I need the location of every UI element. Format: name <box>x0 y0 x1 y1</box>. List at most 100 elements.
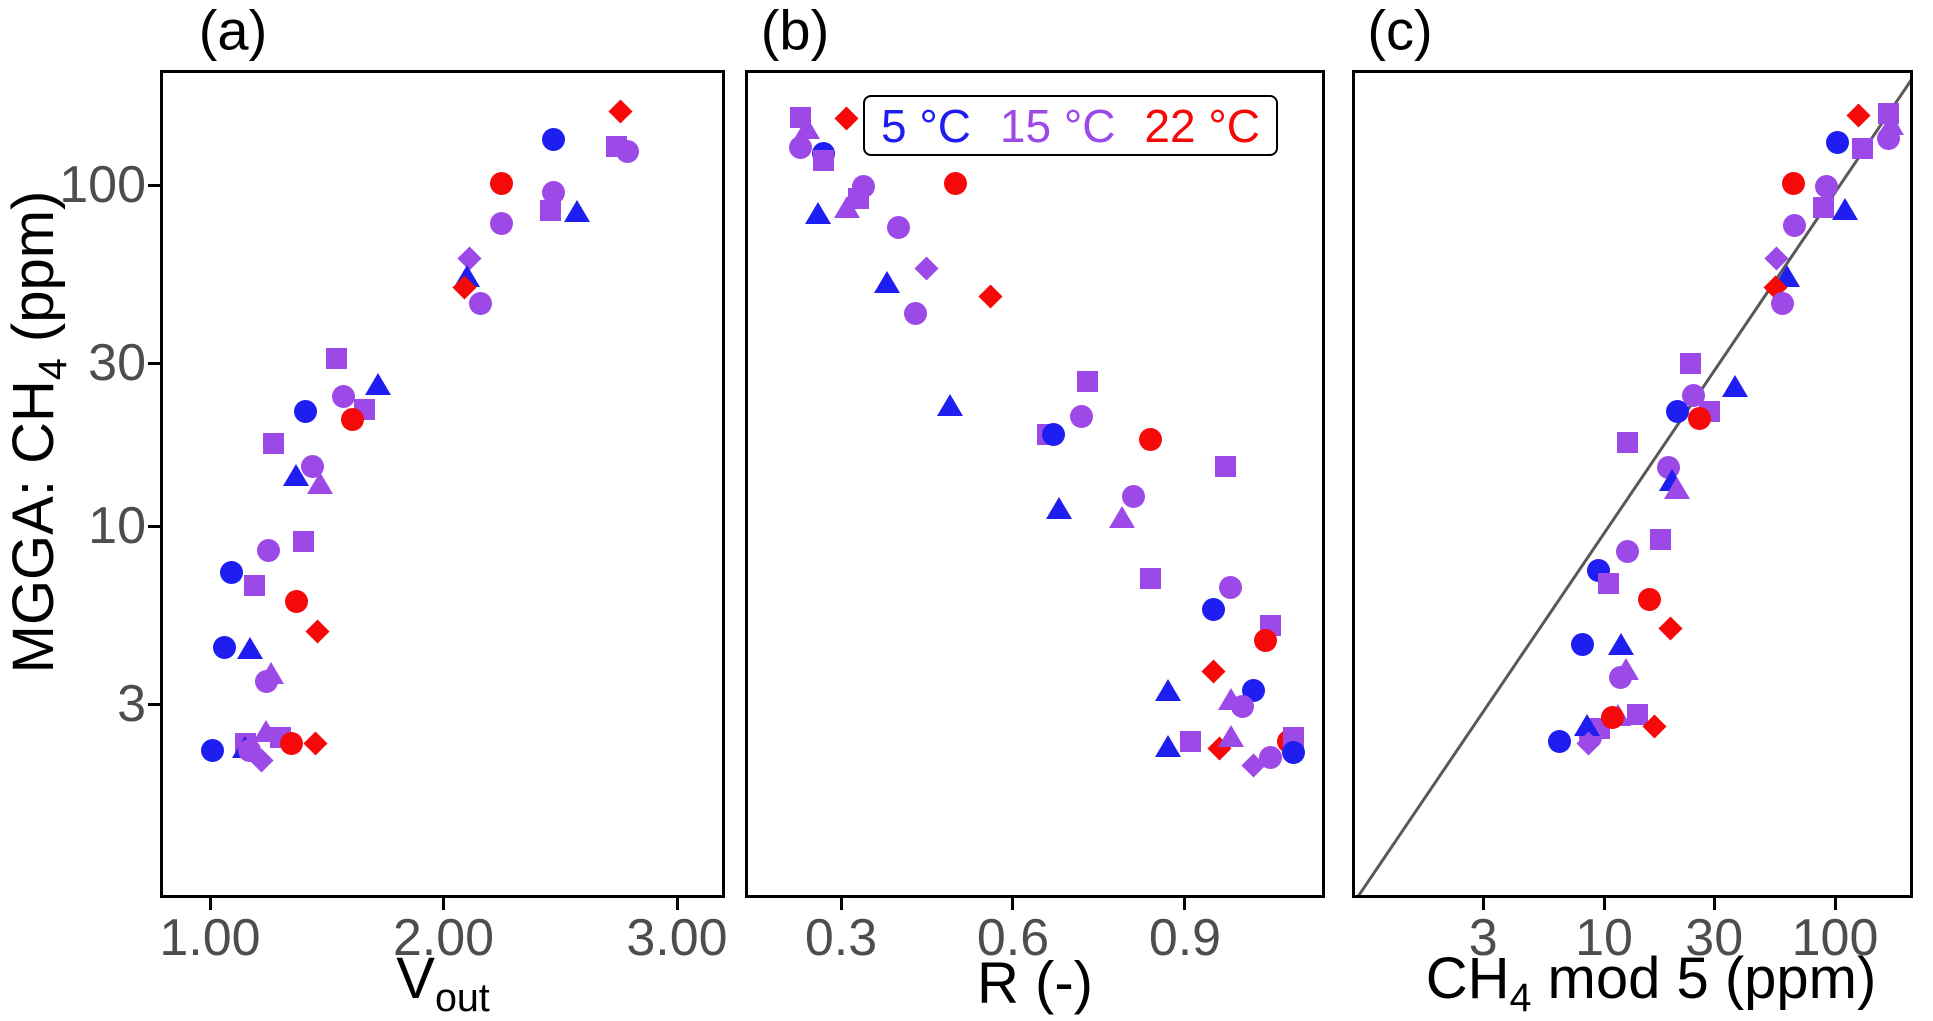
tick-mark <box>1833 898 1837 910</box>
data-point-marker <box>1650 529 1672 551</box>
legend-item-15c: 15 °C <box>999 99 1116 152</box>
y-tick-label: 3 <box>117 675 146 734</box>
data-point-marker <box>1615 540 1639 564</box>
data-point-marker <box>303 731 328 756</box>
legend-item-22c: 22 °C <box>1144 99 1260 152</box>
data-point-marker <box>256 538 280 562</box>
data-point-marker <box>1608 633 1635 656</box>
data-point-marker <box>936 394 963 417</box>
data-point-marker <box>1045 496 1072 519</box>
data-point-marker <box>1812 196 1834 218</box>
data-point-marker <box>793 116 820 139</box>
data-point-marker <box>541 181 565 205</box>
data-point-marker <box>365 373 392 396</box>
data-point-marker <box>325 347 347 369</box>
panel-a <box>160 70 725 898</box>
y-tick-label: 30 <box>88 334 146 393</box>
x-tick-label: 0.3 <box>804 909 878 967</box>
x-tick-label: 2.00 <box>392 909 495 967</box>
y-tick-label: 100 <box>59 156 146 214</box>
data-point-marker <box>243 574 265 596</box>
data-point-marker <box>978 284 1003 309</box>
tick-mark <box>675 898 679 910</box>
data-point-marker <box>1783 214 1807 238</box>
data-point-marker <box>254 669 278 693</box>
data-point-marker <box>306 471 333 494</box>
x-tick-label: 0.9 <box>1148 909 1222 967</box>
panel-c <box>1352 70 1913 898</box>
data-point-marker <box>813 149 835 171</box>
tick-mark <box>208 898 212 910</box>
data-point-marker <box>1770 291 1794 315</box>
data-point-marker <box>1154 735 1181 758</box>
data-point-marker <box>540 200 562 222</box>
data-point-marker <box>1041 422 1065 446</box>
data-point-marker <box>1617 431 1639 453</box>
data-point-marker <box>1230 695 1254 719</box>
tick-mark <box>442 898 445 910</box>
data-point-marker <box>914 256 940 281</box>
data-point-marker <box>805 201 832 224</box>
data-point-marker <box>1154 679 1181 702</box>
data-point-marker <box>1781 172 1805 196</box>
panel-c-header: (c) <box>1367 0 1433 62</box>
data-point-marker <box>283 464 310 487</box>
data-point-marker <box>469 291 493 315</box>
x-tick-label: 3.00 <box>626 909 728 967</box>
data-point-marker <box>236 636 263 659</box>
data-point-marker <box>1201 659 1226 684</box>
data-point-marker <box>873 270 900 293</box>
tick-mark <box>1602 898 1606 910</box>
data-point-marker <box>284 590 308 614</box>
data-point-marker <box>490 172 514 196</box>
data-point-marker <box>1139 428 1163 452</box>
legend: 5 °C 15 °C 22 °C <box>863 95 1278 156</box>
data-point-marker <box>1601 706 1625 730</box>
data-point-marker <box>1852 137 1874 159</box>
data-point-marker <box>1259 745 1283 769</box>
data-point-marker <box>1108 506 1135 529</box>
tick-mark <box>1712 898 1716 910</box>
data-point-marker <box>1253 629 1277 653</box>
data-point-marker <box>1815 174 1839 198</box>
data-point-marker <box>1722 375 1749 398</box>
data-point-marker <box>1180 730 1202 752</box>
data-point-marker <box>616 140 640 164</box>
data-point-marker <box>200 738 224 762</box>
data-point-marker <box>1070 404 1094 428</box>
data-point-marker <box>1217 725 1244 748</box>
data-point-marker <box>1687 407 1711 431</box>
x-axis-title-a: Vout <box>396 946 490 1020</box>
data-point-marker <box>1214 456 1236 478</box>
panel-a-header: (a) <box>198 0 268 62</box>
data-point-marker <box>1202 597 1226 621</box>
data-point-marker <box>1663 477 1690 500</box>
data-point-marker <box>852 174 876 198</box>
y-tick-label: 10 <box>88 497 146 555</box>
tick-mark <box>148 702 160 706</box>
data-point-marker <box>834 106 859 131</box>
data-point-marker <box>1598 572 1620 594</box>
data-point-marker <box>1609 665 1633 689</box>
data-point-marker <box>1140 568 1162 590</box>
data-point-marker <box>1626 704 1648 726</box>
x-tick-label: 100 <box>1791 909 1879 967</box>
x-tick-label: 10 <box>1575 909 1633 967</box>
data-point-marker <box>944 172 968 196</box>
data-point-marker <box>305 619 330 644</box>
tick-mark <box>839 898 843 910</box>
y-axis-title: MGGA: CH4 (ppm) <box>1 190 75 674</box>
data-point-marker <box>1121 485 1145 509</box>
tick-mark <box>148 361 160 365</box>
data-point-marker <box>1826 131 1850 155</box>
data-point-marker <box>1666 400 1690 424</box>
data-point-marker <box>212 636 236 660</box>
x-tick-label: 3 <box>1468 909 1498 967</box>
legend-item-5c: 5 °C <box>881 99 971 152</box>
data-point-marker <box>340 408 364 432</box>
data-point-marker <box>904 301 928 325</box>
panel-b <box>745 70 1325 898</box>
data-point-marker <box>563 199 590 222</box>
data-point-marker <box>294 400 318 424</box>
data-point-marker <box>608 99 633 124</box>
